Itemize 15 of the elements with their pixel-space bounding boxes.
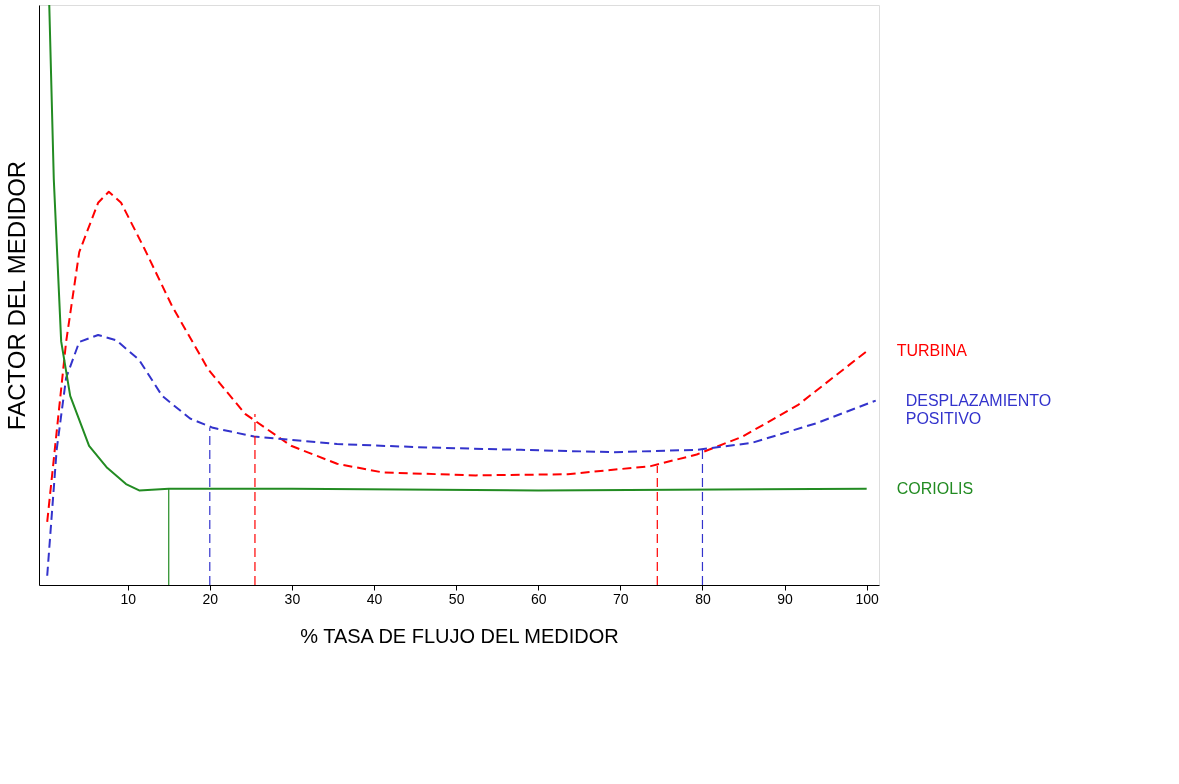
x-tick-label: 40 (366, 590, 383, 607)
x-tick-label: 80 (695, 590, 711, 607)
x-tick-label: 100 (855, 590, 880, 607)
series-label: CORIOLIS (896, 479, 974, 497)
x-tick-label: 90 (777, 590, 794, 607)
x-tick-label: 70 (613, 590, 629, 607)
x-tick-label: 10 (120, 590, 137, 607)
series-label: TURBINA (896, 342, 968, 360)
x-tick-label: 60 (530, 590, 547, 607)
x-axis-title: % TASA DE FLUJO DEL MEDIDOR (300, 624, 619, 647)
y-axis-title: FACTOR DEL MEDIDOR (2, 160, 30, 431)
x-tick-label: 50 (448, 590, 465, 607)
series-label: DESPLAZAMIENTO POSITIVO (905, 391, 1052, 427)
x-tick-label: 30 (284, 590, 301, 607)
x-tick-label: 20 (202, 590, 219, 607)
